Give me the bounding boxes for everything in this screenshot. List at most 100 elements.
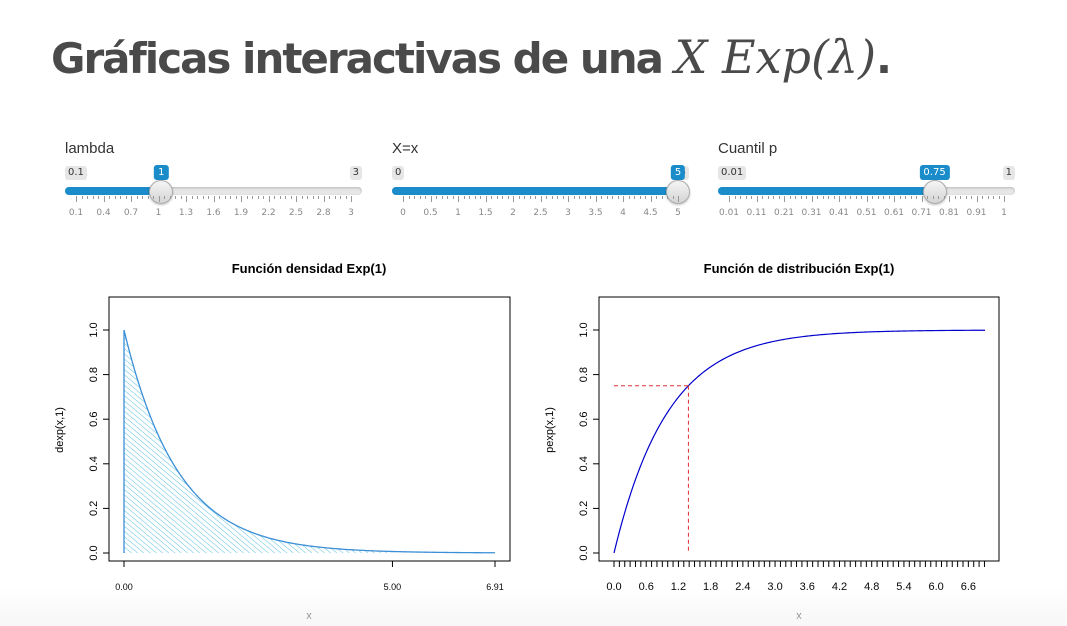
slider-tick [202, 196, 204, 199]
y-tick-label: 0.0 [578, 545, 590, 560]
slider-fill [718, 187, 935, 195]
slider-tick [822, 196, 824, 199]
slider-track[interactable] [65, 187, 362, 195]
slider-tick [197, 196, 198, 199]
x-tick-label: 3.0 [767, 581, 782, 593]
x-tick-label: 0.00 [115, 582, 133, 592]
slider-tick [938, 196, 939, 199]
slider-tick [839, 196, 840, 202]
slider-tick-label: 1 [455, 208, 461, 218]
y-tick-label: 0.8 [88, 367, 100, 382]
slider-tick [213, 196, 215, 202]
slider-tick [458, 196, 459, 202]
slider-tick [645, 196, 646, 199]
x-tick-label: 4.8 [864, 581, 879, 593]
slider-tick [323, 196, 325, 202]
slider-tick [92, 196, 94, 199]
slider-handle[interactable] [922, 180, 947, 204]
slider-tick [301, 196, 303, 199]
slider-track[interactable] [392, 187, 689, 195]
slider-tick [784, 196, 785, 202]
slider-tick [351, 196, 352, 202]
slider-tick [268, 196, 270, 202]
slider-tick [529, 196, 531, 199]
slider-tick-label: 5 [675, 208, 681, 218]
slider-tick [656, 196, 657, 199]
slider-value-label: 1 [154, 165, 169, 180]
slider-tick-label: 2 [510, 208, 516, 218]
lambda-slider: lambda 0.1 3 1 0.1 0.4 0.7 1 1.3 1.6 1.9 2.2 2.5… [65, 140, 362, 230]
slider-tick-label: 0.01 [718, 208, 740, 218]
slider-tick [518, 196, 520, 199]
slider-tick [850, 196, 851, 199]
slider-tick [998, 196, 1000, 199]
chart-title: Función densidad Exp(1) [232, 261, 387, 276]
slider-tick [535, 196, 536, 199]
y-tick-label: 1.0 [578, 322, 590, 337]
slider-tick [590, 196, 591, 199]
slider-tick-label: 2.5 [533, 208, 548, 218]
slider-tick [872, 196, 873, 199]
slider-tick [296, 196, 297, 202]
slider-tick [246, 196, 248, 199]
slider-tick [960, 196, 961, 199]
x-tick-label: 0.0 [606, 581, 621, 593]
slider-tick [678, 196, 679, 202]
slider-tick [87, 196, 88, 199]
slider-tick [463, 196, 465, 199]
slider-tick [235, 196, 237, 199]
slider-tick-label: 1 [155, 208, 162, 218]
slider-tick [949, 196, 950, 202]
density-chart: Función densidad Exp(1) 0.00 5.00 6.910.00… [54, 261, 511, 622]
title-math: X Exp(λ) [674, 30, 877, 84]
title-suffix: . [876, 34, 892, 83]
slider-tick [540, 196, 542, 202]
slider-tick [480, 196, 481, 199]
slider-tick [491, 196, 492, 199]
slider-label: X=x [392, 140, 419, 157]
x-tick-label: 6.0 [928, 581, 943, 593]
slider-ticks: 0.01 0.11 0.21 0.31 0.41 0.51 0.61 0.71 0.81 0.91… [718, 196, 1015, 218]
slider-min-label: 0.1 [65, 166, 87, 180]
slider-tick [773, 196, 774, 199]
slider-tick [114, 196, 116, 199]
slider-tick [954, 196, 956, 199]
slider-tick [778, 196, 780, 199]
x-tick-label: 5.00 [384, 582, 402, 592]
slider-tick [932, 196, 934, 199]
slider-tick [672, 196, 674, 199]
slider-tick [208, 196, 209, 199]
slider-tick [136, 196, 138, 199]
axes: 0.0 0.6 1.2 1.8 2.4 3.0 3.6 4.2 4.8 5.4 6.0 6.6 0.0 0… [578, 322, 985, 593]
slider-track[interactable] [718, 187, 1015, 195]
slider-handle[interactable] [149, 180, 174, 204]
slider-tick-label: 1 [1001, 208, 1007, 218]
slider-tick [910, 196, 912, 199]
slider-tick-label: 0.21 [773, 208, 795, 218]
y-tick-label: 0.4 [88, 456, 100, 471]
y-tick-label: 0.8 [578, 367, 590, 382]
slider-max-label: 1 [1002, 166, 1015, 180]
slider-tick [147, 196, 149, 199]
slider-tick-label: 0.81 [938, 208, 960, 218]
slider-tick [81, 196, 83, 199]
x-tick-label: 3.6 [800, 581, 815, 593]
slider-tick [452, 196, 454, 199]
slider-tick-label: 0.5 [423, 208, 438, 218]
slider-value-label: 5 [670, 165, 686, 180]
slider-tick [899, 196, 901, 199]
slider-tick [965, 196, 967, 199]
slider-tick-label: 0 [400, 208, 406, 218]
slider-tick-label: 3.5 [588, 208, 603, 218]
slider-tick [436, 196, 437, 199]
slider-tick [943, 196, 945, 199]
slider-tick [219, 196, 220, 199]
slider-min-label: 0 [392, 166, 405, 180]
slider-tick [485, 196, 487, 202]
slider-tick [623, 196, 624, 202]
x-tick-label: 6.6 [961, 581, 976, 593]
slider-tick [441, 196, 443, 199]
y-tick-label: 0.2 [88, 501, 100, 516]
chart-title: Función de distribución Exp(1) [704, 261, 895, 276]
slider-tick [312, 196, 314, 199]
